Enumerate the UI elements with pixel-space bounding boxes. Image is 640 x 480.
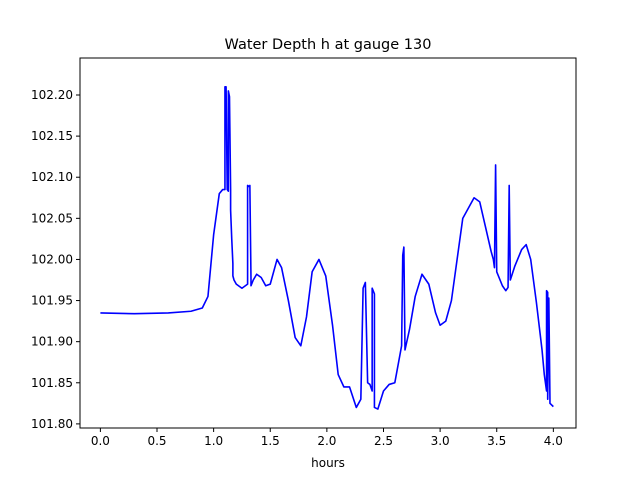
y-tick-label: 102.15 xyxy=(31,129,73,143)
x-tick-label: 4.0 xyxy=(544,434,563,448)
x-tick-label: 3.5 xyxy=(487,434,506,448)
series-group xyxy=(100,85,554,410)
y-tick-label: 101.90 xyxy=(31,335,73,349)
y-tick-label: 102.05 xyxy=(31,211,73,225)
y-tick-label: 101.85 xyxy=(31,376,73,390)
x-tick-label: 3.0 xyxy=(431,434,450,448)
y-tick-label: 102.20 xyxy=(31,88,73,102)
chart-title: Water Depth h at gauge 130 xyxy=(225,37,432,53)
plot-area xyxy=(79,57,577,429)
y-tick-label: 101.95 xyxy=(31,294,73,308)
y-tick-label: 102.00 xyxy=(31,252,73,266)
y-tick-label: 102.10 xyxy=(31,170,73,184)
x-axis-label: hours xyxy=(311,456,345,470)
plot-frame xyxy=(79,57,577,429)
series-line xyxy=(100,85,554,410)
y-axis: 101.80 101.85 101.90 101.95 102.00 102.05 102.… xyxy=(31,88,80,431)
y-tick-label: 101.80 xyxy=(31,417,73,431)
x-tick-label: 2.5 xyxy=(374,434,393,448)
x-axis: 0.0 0.5 1.0 1.5 2.0 2.5 3.0 3.5 4.0 xyxy=(91,428,563,448)
x-tick-label: 2.0 xyxy=(317,434,336,448)
x-tick-label: 1.5 xyxy=(261,434,280,448)
x-tick-label: 0.5 xyxy=(147,434,166,448)
x-tick-label: 1.0 xyxy=(204,434,223,448)
x-tick-label: 0.0 xyxy=(91,434,110,448)
